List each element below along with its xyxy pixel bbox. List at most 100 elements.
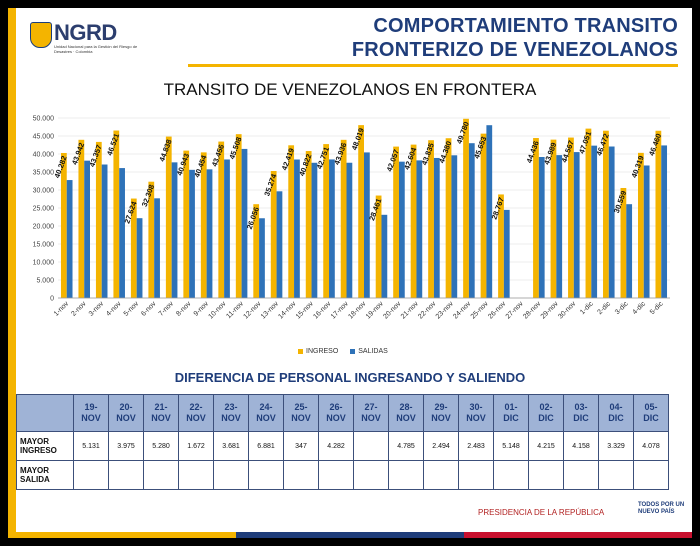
y-tick-label: 30.000 (33, 188, 55, 195)
table-cell (143, 460, 179, 490)
table-cell: 5.148 (493, 431, 529, 461)
table-cell: 6.881 (248, 431, 284, 461)
bar-ingreso (113, 130, 120, 298)
y-tick-label: 5.000 (36, 278, 54, 285)
column-header-day: 19- (84, 402, 98, 412)
legend-ingreso: INGRESO (298, 348, 338, 355)
table-cell: 347 (283, 431, 319, 461)
bar-salidas (136, 218, 143, 298)
table-cell: 3.975 (108, 431, 144, 461)
bar-ingreso (60, 152, 67, 298)
column-header: 26- NOV (318, 394, 354, 432)
bar-ingreso (165, 136, 172, 298)
x-tick-label: 19-nov (365, 300, 385, 320)
x-tick-label: 1-dic (579, 300, 595, 316)
bar-ingreso (323, 144, 330, 298)
table-body: MAYOR INGRESO 5.131 3.975 5.280 1.672 3.681 6.8… (16, 431, 669, 490)
bar-salidas (189, 169, 195, 298)
x-tick-label: 10-nov (207, 300, 227, 320)
column-header: 29- NOV (423, 394, 459, 432)
column-header-day: 22- (189, 402, 203, 412)
table-cell (458, 460, 494, 490)
table-cell: 2.494 (423, 431, 459, 461)
y-tick-label: 15.000 (33, 242, 55, 249)
bar-ingreso (533, 138, 539, 298)
bar-ingreso (95, 141, 102, 298)
x-tick-label: 11-nov (225, 300, 245, 320)
bar-ingreso (183, 150, 190, 298)
bar-salidas (573, 152, 580, 298)
x-tick-label: 18-nov (347, 300, 367, 320)
bar-ingreso (428, 140, 434, 298)
table-cell: 3.681 (213, 431, 249, 461)
bar-ingreso (78, 139, 85, 298)
column-header: 05- DIC (633, 394, 669, 432)
x-tick-label: 8-nov (175, 300, 193, 318)
y-tick-label: 20.000 (33, 224, 55, 231)
legend-salidas: SALIDAS (350, 348, 388, 355)
column-header-day: 05- (644, 402, 658, 412)
table-cell: 4.158 (563, 431, 599, 461)
column-header-day: 02- (539, 402, 553, 412)
bar-salidas (66, 180, 73, 298)
x-tick-label: 1-nov (53, 300, 71, 318)
column-header: 02- DIC (528, 394, 564, 432)
table-cell (493, 460, 529, 490)
row-header-line-1: MAYOR (20, 466, 50, 475)
bar-salidas (329, 159, 335, 298)
column-header-day: 21- (154, 402, 168, 412)
table-cell: 5.131 (73, 431, 109, 461)
column-header-day: 27- (364, 402, 378, 412)
x-tick-label: 13-nov (260, 300, 280, 320)
row-header-line-2: INGRESO (20, 446, 57, 455)
flag-bar (8, 532, 692, 538)
bar-ingreso (375, 195, 382, 298)
bar-ingreso (568, 137, 574, 298)
column-header: 19- NOV (73, 394, 109, 432)
column-header-day: 25- (294, 402, 308, 412)
bar-salidas (556, 155, 563, 298)
x-tick-label: 5-dic (649, 300, 665, 316)
x-tick-label: 4-dic (631, 300, 647, 316)
bar-salidas (364, 152, 370, 298)
bar-ingreso (288, 145, 295, 298)
flag-blue (236, 532, 464, 538)
bar-salidas (608, 146, 615, 298)
column-header: 25- NOV (283, 394, 319, 432)
bar-salidas (101, 164, 108, 298)
row-header: MAYOR INGRESO (16, 431, 74, 461)
column-header: 20- NOV (108, 394, 144, 432)
presidencia-footer: PRESIDENCIA DE LA REPÚBLICA (478, 508, 605, 517)
x-tick-label: 6-nov (140, 300, 158, 318)
column-header-day: 01- (504, 402, 518, 412)
column-header-day: 24- (259, 402, 273, 412)
bar-salidas (643, 165, 650, 298)
ngrd-logo: NGRD Unidad Nacional para la Gestión del… (30, 20, 150, 70)
x-tick-label: 2-nov (70, 300, 88, 318)
slide: NGRD Unidad Nacional para la Gestión del… (8, 8, 692, 538)
column-header-day: 26- (329, 402, 343, 412)
bar-salidas (661, 145, 668, 298)
column-header-month: NOV (151, 413, 171, 423)
column-header-day: 23- (224, 402, 238, 412)
bar-ingreso (393, 146, 399, 298)
table-row: MAYOR SALIDA (16, 460, 669, 490)
x-tick-label: 30-nov (557, 300, 577, 320)
row-header-line-2: SALIDA (20, 475, 50, 484)
bar-salidas (224, 159, 230, 298)
x-tick-label: 25-nov (470, 300, 490, 320)
column-header-month: NOV (256, 413, 276, 423)
y-tick-label: 25.000 (33, 206, 55, 213)
column-header-month: DIC (538, 413, 554, 423)
table-cell (353, 460, 389, 490)
x-tick-label: 16-nov (312, 300, 332, 320)
column-header: 28- NOV (388, 394, 424, 432)
y-tick-label: 35.000 (33, 170, 55, 177)
bar-salidas (346, 162, 353, 298)
column-header: 30- NOV (458, 394, 494, 432)
x-tick-label: 22-nov (417, 300, 437, 320)
table-cell (528, 460, 564, 490)
x-tick-label: 15-nov (295, 300, 315, 320)
row-header: MAYOR SALIDA (16, 460, 74, 490)
x-tick-label: 29-nov (540, 300, 560, 320)
